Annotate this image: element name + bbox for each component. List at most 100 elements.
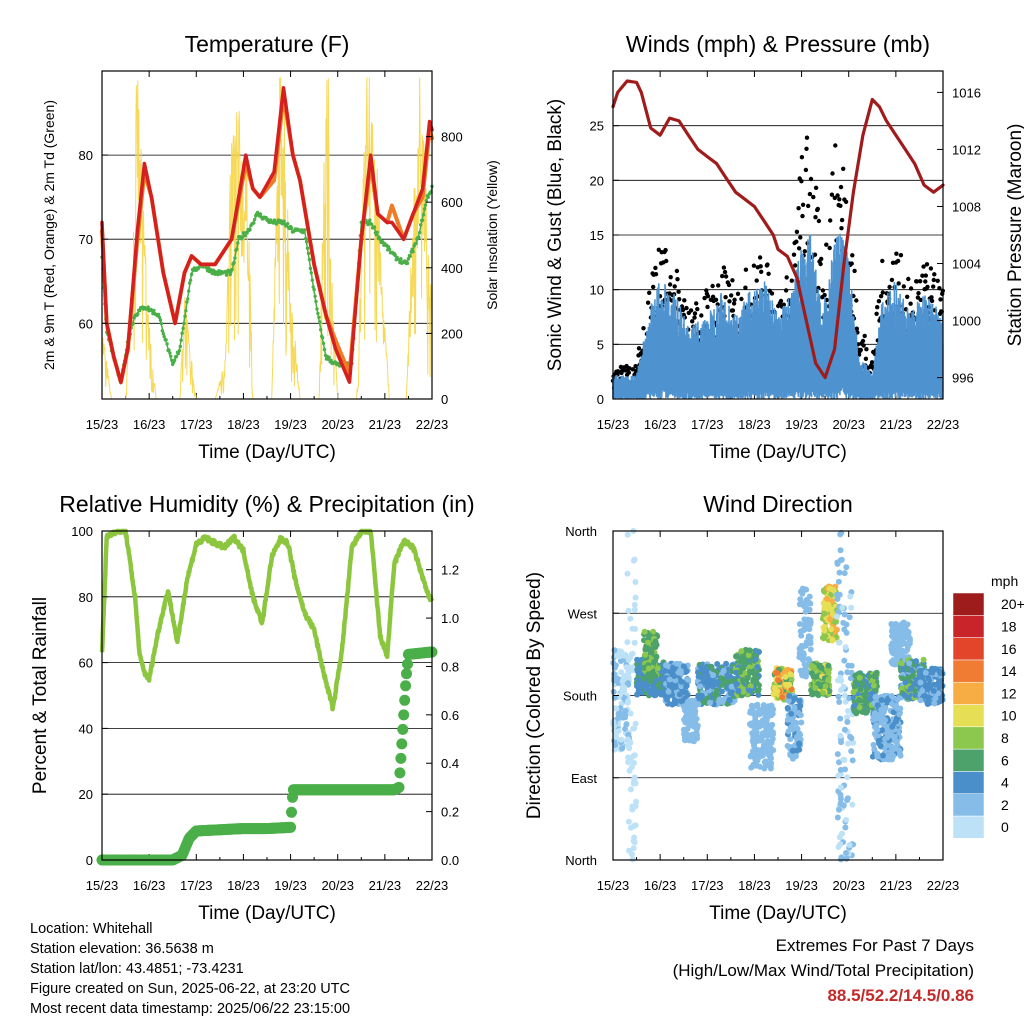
y-right-tick-label: 1.0 bbox=[441, 611, 459, 626]
precip-point bbox=[398, 709, 410, 721]
gust-point bbox=[839, 217, 845, 223]
direction-point bbox=[621, 652, 628, 659]
direction-point bbox=[647, 678, 654, 685]
gust-point bbox=[710, 294, 716, 299]
direction-point bbox=[710, 672, 717, 679]
direction-point bbox=[805, 635, 812, 642]
gust-point bbox=[920, 273, 925, 278]
gust-point bbox=[929, 295, 934, 300]
gust-point bbox=[794, 239, 799, 244]
direction-point bbox=[625, 698, 632, 705]
direction-point bbox=[841, 756, 848, 763]
direction-point bbox=[733, 653, 740, 660]
direction-point bbox=[747, 708, 754, 714]
x-tick-label: 21/23 bbox=[369, 878, 402, 893]
x-tick-label: 21/23 bbox=[369, 417, 402, 432]
gust-point bbox=[841, 166, 846, 171]
gust-point bbox=[880, 258, 885, 264]
precip-point bbox=[395, 752, 407, 764]
direction-point bbox=[851, 683, 858, 690]
gust-point bbox=[799, 179, 804, 184]
x-tick-label: 18/23 bbox=[738, 417, 771, 432]
direction-point bbox=[873, 722, 880, 729]
direction-point bbox=[834, 591, 841, 598]
direction-point bbox=[841, 692, 848, 699]
direction-point bbox=[728, 683, 735, 690]
direction-point bbox=[844, 795, 851, 802]
direction-point bbox=[791, 695, 798, 702]
direction-point bbox=[785, 697, 792, 704]
direction-point bbox=[763, 725, 770, 732]
direction-point bbox=[631, 606, 638, 613]
direction-point bbox=[681, 734, 688, 741]
direction-point bbox=[825, 669, 832, 676]
gust-point bbox=[935, 278, 940, 283]
y-right-tick-label: 800 bbox=[441, 130, 463, 145]
direction-point bbox=[757, 749, 764, 756]
direction-point bbox=[764, 762, 771, 769]
y-right-tick-label: 1.2 bbox=[441, 563, 459, 578]
direction-point bbox=[650, 670, 657, 677]
direction-point bbox=[784, 666, 791, 673]
direction-point bbox=[845, 708, 851, 714]
direction-point bbox=[848, 735, 855, 742]
direction-point bbox=[890, 746, 897, 753]
direction-point bbox=[877, 743, 884, 749]
dewpoint-point bbox=[216, 272, 220, 277]
gust-point bbox=[723, 274, 729, 279]
y-tick-label: 10 bbox=[590, 283, 604, 298]
direction-point bbox=[752, 721, 759, 728]
direction-point bbox=[788, 710, 795, 717]
gust-point bbox=[615, 369, 621, 374]
direction-point bbox=[787, 671, 794, 678]
gust-point bbox=[765, 262, 770, 267]
direction-point bbox=[652, 638, 659, 645]
gust-point bbox=[864, 347, 869, 352]
direction-point bbox=[645, 671, 652, 678]
direction-point bbox=[616, 648, 623, 655]
direction-point bbox=[808, 670, 815, 677]
gust-point bbox=[800, 213, 805, 219]
direction-point bbox=[621, 673, 628, 680]
direction-point bbox=[845, 740, 852, 747]
direction-point bbox=[695, 701, 702, 708]
gust-point bbox=[923, 273, 928, 278]
gust-point bbox=[931, 284, 936, 289]
direction-point bbox=[751, 711, 758, 718]
gust-point bbox=[908, 301, 913, 306]
y-right-tick-label: 0.6 bbox=[441, 708, 459, 723]
direction-point bbox=[841, 570, 848, 577]
direction-point bbox=[622, 708, 629, 714]
direction-point bbox=[896, 747, 903, 754]
panel-3: Relative Humidity (%) & Precipitation (i… bbox=[30, 491, 475, 924]
y-tick-label: 70 bbox=[79, 232, 93, 247]
gust-point bbox=[626, 370, 631, 375]
direction-point bbox=[763, 730, 770, 737]
direction-point bbox=[625, 668, 632, 675]
direction-point bbox=[821, 610, 828, 617]
direction-point bbox=[782, 673, 789, 680]
gust-point bbox=[695, 306, 700, 312]
panel-2: Winds (mph) & Pressure (mb) Time (Day/UTC… bbox=[545, 31, 1024, 463]
direction-point bbox=[837, 784, 844, 791]
direction-point bbox=[678, 683, 685, 690]
direction-point bbox=[720, 668, 727, 674]
direction-point bbox=[884, 723, 890, 730]
direction-point bbox=[786, 692, 793, 699]
plot-border bbox=[101, 530, 433, 861]
x-axis-label: Time (Day/UTC) bbox=[198, 442, 336, 463]
chart-title: Relative Humidity (%) & Precipitation (i… bbox=[59, 491, 474, 517]
gust-point bbox=[645, 300, 651, 305]
direction-point bbox=[631, 639, 638, 646]
direction-point bbox=[657, 689, 664, 696]
direction-point bbox=[733, 681, 740, 687]
gust-point bbox=[931, 277, 936, 283]
direction-point bbox=[814, 690, 821, 697]
direction-point bbox=[630, 838, 637, 844]
gust-point bbox=[668, 275, 673, 280]
gust-point bbox=[743, 285, 748, 290]
gust-point bbox=[862, 333, 867, 339]
direction-point bbox=[837, 732, 844, 739]
direction-point bbox=[779, 694, 786, 701]
direction-point bbox=[739, 677, 746, 684]
